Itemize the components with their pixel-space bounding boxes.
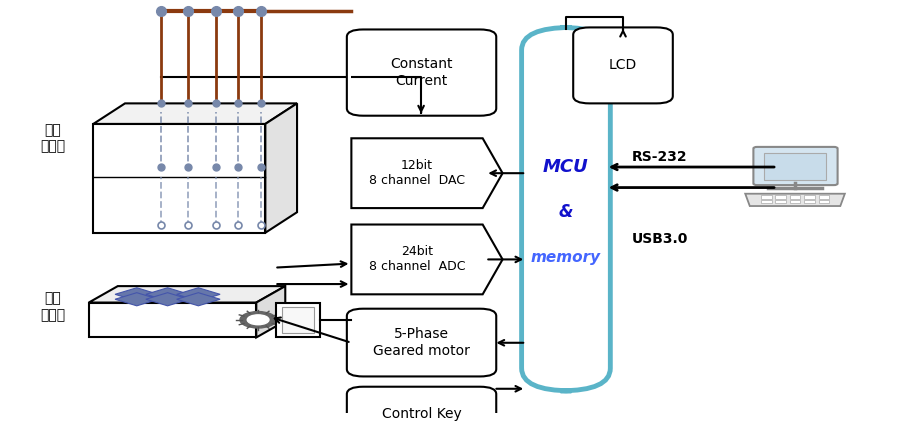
FancyBboxPatch shape	[281, 307, 314, 333]
Polygon shape	[88, 286, 285, 303]
Bar	[819, 195, 829, 199]
Circle shape	[240, 312, 276, 328]
Polygon shape	[177, 293, 220, 306]
Text: 패드
이동부: 패드 이동부	[40, 292, 66, 322]
Text: LCD: LCD	[609, 59, 637, 73]
Text: Control Key: Control Key	[382, 407, 461, 421]
FancyBboxPatch shape	[522, 28, 610, 391]
Text: 니들
고정부: 니들 고정부	[40, 123, 66, 153]
Polygon shape	[177, 288, 220, 301]
Bar	[761, 200, 772, 203]
Polygon shape	[256, 286, 285, 338]
Text: &: &	[558, 203, 573, 221]
Text: USB3.0: USB3.0	[632, 232, 689, 246]
Text: MCU: MCU	[543, 158, 589, 176]
Polygon shape	[146, 293, 189, 306]
Polygon shape	[115, 293, 159, 306]
Polygon shape	[352, 225, 503, 294]
FancyBboxPatch shape	[347, 30, 496, 116]
Text: 5-Phase
Geared motor: 5-Phase Geared motor	[374, 327, 470, 358]
Bar	[761, 195, 772, 199]
FancyBboxPatch shape	[347, 387, 496, 424]
Polygon shape	[352, 138, 503, 208]
FancyBboxPatch shape	[88, 303, 256, 338]
Polygon shape	[265, 103, 297, 233]
Bar	[790, 200, 801, 203]
Text: memory: memory	[531, 250, 601, 265]
FancyBboxPatch shape	[93, 124, 265, 233]
FancyBboxPatch shape	[276, 303, 320, 338]
FancyBboxPatch shape	[347, 309, 496, 377]
Bar	[804, 200, 815, 203]
Polygon shape	[93, 103, 297, 124]
Bar	[819, 200, 829, 203]
Bar	[790, 195, 801, 199]
FancyBboxPatch shape	[764, 153, 826, 180]
Polygon shape	[146, 288, 189, 301]
Circle shape	[247, 315, 269, 325]
Bar	[804, 195, 815, 199]
Text: 24bit
8 channel  ADC: 24bit 8 channel ADC	[369, 245, 466, 273]
Polygon shape	[745, 194, 844, 206]
Text: 12bit
8 channel  DAC: 12bit 8 channel DAC	[369, 159, 465, 187]
Bar	[775, 200, 786, 203]
FancyBboxPatch shape	[573, 28, 673, 103]
Polygon shape	[115, 288, 159, 301]
FancyBboxPatch shape	[753, 147, 837, 185]
Text: Constant
Current: Constant Current	[390, 58, 453, 88]
Text: RS-232: RS-232	[632, 150, 688, 164]
Bar	[775, 195, 786, 199]
